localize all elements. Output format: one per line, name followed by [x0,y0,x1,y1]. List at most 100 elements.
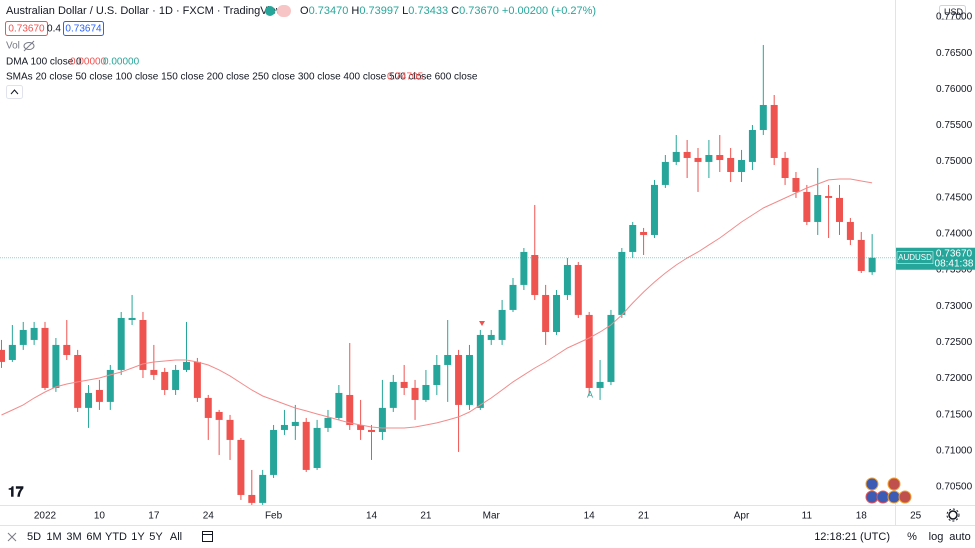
currency-button[interactable] [939,5,966,20]
y-tick-label: 0.76000 [936,84,973,95]
x-tick-label: 24 [203,511,215,522]
candle-body [531,254,539,295]
candle-body [781,157,789,178]
log-button[interactable]: log [929,531,944,543]
candle-body [792,177,800,192]
candle-body [716,155,724,160]
range-button[interactable]: 1Y [131,531,145,543]
candle-body [106,369,114,402]
x-tick-label: 21 [638,511,650,522]
candle-body [759,104,767,130]
candle-body [857,239,865,271]
dma-value: 0.00000 [70,57,107,68]
close-icon[interactable] [7,532,17,542]
candle-body [324,417,332,428]
candle-body [553,294,561,332]
candle-body [259,474,267,503]
candle-body [63,344,71,355]
candle-body [30,327,38,340]
ohlc-key: C [451,5,459,17]
candle-body [814,194,822,222]
x-tick-label: 2022 [34,511,57,522]
candle-body [161,371,169,390]
range-button[interactable]: 1M [46,531,61,543]
candle-body [825,195,833,198]
range-buttons: 5D 1M 3M 6M YTD 1Y 5Y All [27,531,182,543]
volume-label: Vol [6,41,20,52]
candle-body [770,104,778,158]
candle-body [596,381,604,388]
range-button[interactable]: All [170,531,182,543]
ask-price[interactable]: 0.73674 [65,24,102,35]
range-button[interactable]: 5Y [149,531,163,543]
symbol-tag [896,251,934,264]
x-tick-label: 11 [802,511,813,522]
x-tick-label: 14 [366,511,378,522]
y-tick-label: 0.72000 [936,373,973,384]
candle-body [182,361,190,370]
candle-body [563,264,571,295]
y-tick-label: 0.71000 [936,445,973,456]
candle-body [672,151,680,162]
candle-body [803,191,811,222]
candle-body [422,384,430,400]
spread: 0.4 [47,24,61,35]
candle-body [248,494,256,503]
candle-body [139,319,147,370]
x-tick-label: 10 [94,511,106,522]
candle-body [215,411,223,420]
candle-body [520,251,528,285]
eye-icon[interactable] [23,40,35,52]
collapse-button[interactable] [6,85,23,99]
collapse-icon [10,89,19,95]
candle-body [270,429,278,475]
x-tick-label: Apr [734,511,750,522]
currency-label[interactable]: USD [944,7,964,17]
candle-body [0,349,5,362]
candle-body [748,129,756,162]
range-button[interactable]: 5D [27,531,41,543]
calendar-icon[interactable] [202,531,213,542]
plot [0,44,895,505]
candle-body [226,419,234,440]
dma-label: DMA 100 close 0 [6,57,82,68]
candle-body [95,389,103,402]
candle-body [727,157,735,172]
candle-body [335,392,343,418]
x-tick-label: 14 [584,511,596,522]
ohlc-value: 0.73433 [408,5,448,17]
y-tick-label: 0.75500 [936,120,973,131]
candle-body [204,397,212,418]
candle-body [585,314,593,388]
candle-body [172,369,180,390]
settings-icon[interactable] [946,508,960,522]
range-button[interactable]: 3M [66,531,81,543]
percent-button[interactable]: % [907,531,917,543]
annotation: A [587,389,593,399]
sma-label: SMAs 20 close 50 close 100 close 150 clo… [6,72,478,83]
candle-body [618,251,626,315]
x-tick-label: 25 [910,511,922,522]
candle-body [607,314,615,382]
candle-body [846,221,854,240]
y-tick-label: 0.70500 [936,482,973,493]
status-pill [277,5,291,17]
sell-button[interactable] [5,21,48,36]
range-button[interactable]: 6M [86,531,101,543]
candle-body [487,334,495,340]
candle-body [117,317,125,370]
candle-body [498,309,506,340]
ohlc-value: 0.73470 [309,5,349,17]
x-tick-label: Feb [265,511,283,522]
clock[interactable]: 12:18:21 (UTC) [814,531,890,543]
bid-price[interactable]: 0.73670 [8,24,45,35]
candle-body [378,407,386,432]
range-button[interactable]: YTD [105,531,127,543]
candle-body [640,232,648,235]
ohlc-key: O [300,5,309,17]
candle-body [193,361,201,398]
buy-button[interactable] [63,21,104,36]
candle-body [41,327,49,388]
auto-button[interactable]: auto [949,531,970,543]
candle-body [389,381,397,408]
